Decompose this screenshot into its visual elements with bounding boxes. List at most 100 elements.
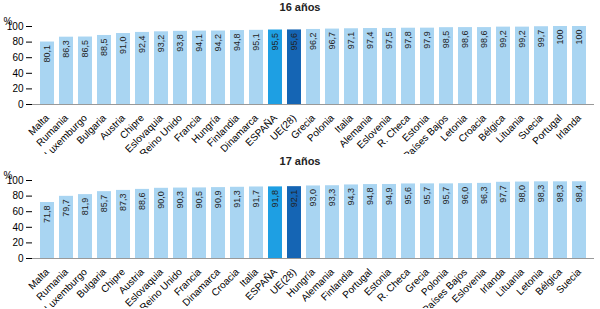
svg-text:Irlanda: Irlanda — [554, 112, 584, 142]
svg-text:98,0: 98,0 — [517, 185, 527, 203]
svg-text:Croacia: Croacia — [209, 266, 241, 298]
svg-text:98,4: 98,4 — [574, 185, 584, 203]
svg-text:Polonia: Polonia — [304, 112, 337, 144]
svg-text:94,9: 94,9 — [384, 187, 394, 205]
svg-text:90,3: 90,3 — [175, 191, 185, 209]
svg-text:99,2: 99,2 — [498, 30, 508, 48]
svg-text:79,7: 79,7 — [61, 199, 71, 217]
svg-text:ESPAÑA: ESPAÑA — [243, 112, 280, 149]
svg-text:Letonia: Letonia — [438, 112, 470, 144]
svg-text:92,1: 92,1 — [289, 190, 299, 208]
svg-text:91,7: 91,7 — [251, 190, 261, 208]
svg-text:81,9: 81,9 — [80, 198, 90, 216]
svg-text:95,1: 95,1 — [251, 33, 261, 51]
svg-text:Hungría: Hungría — [284, 266, 318, 300]
svg-text:Estonia: Estonia — [399, 112, 432, 144]
svg-text:99,2: 99,2 — [517, 30, 527, 48]
svg-text:97,8: 97,8 — [403, 31, 413, 49]
svg-text:40: 40 — [12, 68, 24, 79]
svg-text:97,5: 97,5 — [384, 31, 394, 49]
svg-text:96,2: 96,2 — [308, 32, 318, 50]
svg-text:Hungría: Hungría — [189, 112, 223, 146]
svg-text:91,3: 91,3 — [232, 190, 242, 208]
svg-text:80: 80 — [12, 190, 24, 201]
svg-text:Finlandia: Finlandia — [204, 112, 242, 149]
svg-text:96,0: 96,0 — [460, 187, 470, 205]
svg-text:95,6: 95,6 — [289, 33, 299, 51]
svg-text:91,0: 91,0 — [118, 37, 128, 55]
svg-text:98,6: 98,6 — [479, 31, 489, 49]
svg-text:86,3: 86,3 — [61, 40, 71, 58]
svg-text:95,6: 95,6 — [403, 187, 413, 205]
svg-text:86,5: 86,5 — [80, 40, 90, 58]
svg-text:97,7: 97,7 — [498, 185, 508, 203]
svg-text:71,8: 71,8 — [42, 205, 52, 223]
svg-text:95,7: 95,7 — [441, 187, 451, 205]
svg-text:R. Checa: R. Checa — [374, 112, 413, 150]
svg-text:91,8: 91,8 — [270, 190, 280, 208]
svg-text:98,5: 98,5 — [441, 31, 451, 49]
svg-text:Rumania: Rumania — [34, 112, 71, 149]
svg-text:100: 100 — [574, 30, 584, 45]
svg-text:93,2: 93,2 — [156, 35, 166, 53]
svg-text:0: 0 — [18, 253, 24, 264]
svg-text:99,7: 99,7 — [536, 30, 546, 48]
svg-text:96,7: 96,7 — [327, 32, 337, 50]
svg-text:87,3: 87,3 — [118, 193, 128, 211]
svg-text:98,3: 98,3 — [555, 185, 565, 203]
svg-text:97,1: 97,1 — [346, 32, 356, 50]
svg-text:%: % — [4, 16, 13, 27]
svg-text:80: 80 — [12, 36, 24, 47]
svg-text:94,1: 94,1 — [194, 34, 204, 52]
svg-text:Alemania: Alemania — [298, 266, 337, 304]
svg-text:97,9: 97,9 — [422, 31, 432, 49]
svg-text:Finlandia: Finlandia — [318, 266, 356, 303]
svg-text:88,5: 88,5 — [99, 38, 109, 56]
svg-text:Suecia: Suecia — [554, 266, 584, 296]
svg-text:20: 20 — [12, 83, 24, 94]
svg-text:90,5: 90,5 — [194, 191, 204, 209]
svg-text:80,1: 80,1 — [42, 45, 52, 63]
svg-text:92,4: 92,4 — [137, 35, 147, 53]
svg-text:85,7: 85,7 — [99, 195, 109, 213]
svg-text:60: 60 — [12, 206, 24, 217]
svg-text:Portugal: Portugal — [530, 112, 565, 147]
svg-text:94,3: 94,3 — [346, 188, 356, 206]
svg-text:Eslovenia: Eslovenia — [354, 112, 394, 151]
svg-text:100: 100 — [555, 30, 565, 45]
svg-text:R. Checa: R. Checa — [374, 266, 413, 304]
svg-text:97,4: 97,4 — [365, 32, 375, 50]
svg-text:Lituania: Lituania — [493, 112, 527, 145]
svg-text:Alemania: Alemania — [336, 112, 375, 150]
svg-text:Eslovenia: Eslovenia — [449, 266, 489, 305]
svg-text:60: 60 — [12, 52, 24, 63]
svg-text:94,2: 94,2 — [213, 34, 223, 52]
svg-text:Bélgica: Bélgica — [476, 112, 508, 144]
svg-text:96,3: 96,3 — [479, 186, 489, 204]
svg-text:40: 40 — [12, 222, 24, 233]
svg-text:Francia: Francia — [171, 112, 204, 144]
svg-text:%: % — [4, 170, 13, 181]
svg-text:95,7: 95,7 — [422, 187, 432, 205]
svg-text:98,6: 98,6 — [460, 31, 470, 49]
svg-text:Croacia: Croacia — [456, 112, 489, 145]
svg-text:Lituania: Lituania — [493, 266, 527, 299]
svg-text:Portugal: Portugal — [340, 266, 375, 301]
svg-text:95,5: 95,5 — [270, 33, 280, 51]
svg-text:Rumania: Rumania — [34, 266, 71, 303]
svg-text:93,8: 93,8 — [175, 34, 185, 52]
svg-text:93,3: 93,3 — [327, 189, 337, 207]
svg-text:Francia: Francia — [171, 266, 204, 298]
svg-text:90,0: 90,0 — [156, 191, 166, 209]
svg-text:94,8: 94,8 — [232, 34, 242, 52]
svg-text:ESPAÑA: ESPAÑA — [243, 266, 280, 303]
svg-text:0: 0 — [18, 99, 24, 110]
svg-text:20: 20 — [12, 237, 24, 248]
svg-text:94,8: 94,8 — [365, 188, 375, 206]
svg-text:98,3: 98,3 — [536, 185, 546, 203]
svg-text:Bulgaria: Bulgaria — [74, 112, 109, 146]
svg-text:Bulgaria: Bulgaria — [74, 266, 109, 300]
svg-text:88,6: 88,6 — [137, 192, 147, 210]
svg-text:90,9: 90,9 — [213, 191, 223, 209]
svg-text:93,0: 93,0 — [308, 189, 318, 207]
